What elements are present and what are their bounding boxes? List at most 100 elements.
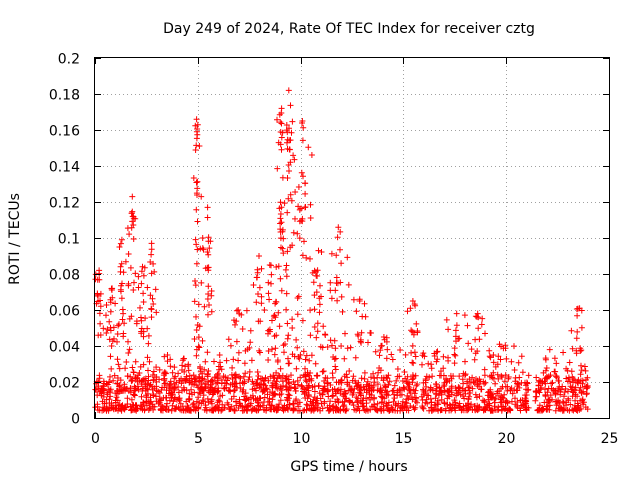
- data-point: [158, 387, 165, 393]
- data-point: [468, 346, 475, 353]
- data-point: [343, 406, 350, 413]
- data-point: [314, 373, 321, 379]
- data-point: [474, 310, 481, 317]
- data-point: [377, 386, 384, 393]
- data-point: [465, 395, 472, 402]
- data-point: [384, 346, 391, 353]
- y-axis-title: ROTI / TECUs: [7, 193, 23, 285]
- data-point: [118, 295, 125, 302]
- data-point: [205, 381, 212, 388]
- data-point: [434, 348, 441, 355]
- data-point: [227, 406, 234, 412]
- data-point: [556, 405, 563, 412]
- data-point: [290, 229, 297, 236]
- data-point: [342, 395, 349, 402]
- data-point: [371, 375, 378, 382]
- data-point: [144, 325, 151, 332]
- data-point: [290, 378, 297, 385]
- data-point: [401, 404, 408, 410]
- data-point: [438, 368, 444, 375]
- data-point: [423, 383, 430, 390]
- data-point: [196, 389, 203, 396]
- data-point: [303, 352, 310, 359]
- data-point: [433, 358, 440, 365]
- data-point: [410, 375, 417, 382]
- data-point: [513, 387, 520, 394]
- data-point: [232, 371, 239, 378]
- data-point: [296, 355, 303, 362]
- data-point: [308, 152, 315, 158]
- data-point: [329, 374, 336, 381]
- data-point: [237, 375, 244, 382]
- data-point: [198, 279, 205, 286]
- data-point: [107, 353, 114, 360]
- data-point: [258, 293, 265, 300]
- data-point: [123, 359, 130, 365]
- x-tick-label: 25: [601, 431, 619, 447]
- data-point: [302, 356, 309, 363]
- data-point: [181, 368, 188, 375]
- data-point: [122, 365, 129, 372]
- data-point: [387, 407, 394, 413]
- data-point: [307, 332, 314, 339]
- data-point: [145, 332, 152, 339]
- data-point: [97, 387, 104, 394]
- data-point: [250, 381, 257, 388]
- data-point: [413, 320, 420, 327]
- data-point: [297, 374, 304, 381]
- data-point: [277, 226, 284, 233]
- data-point: [263, 407, 269, 414]
- data-point: [533, 388, 540, 394]
- data-point: [552, 407, 559, 414]
- data-point: [577, 371, 584, 378]
- data-point: [525, 386, 532, 393]
- data-point: [280, 250, 287, 257]
- data-point: [114, 375, 121, 381]
- data-point: [388, 351, 395, 358]
- data-point: [218, 407, 225, 414]
- data-point: [204, 214, 211, 221]
- data-point: [317, 282, 323, 289]
- data-point: [146, 358, 153, 365]
- data-point: [167, 363, 174, 370]
- data-point: [428, 365, 435, 372]
- data-point: [443, 405, 449, 412]
- data-point: [281, 349, 287, 356]
- data-point: [278, 391, 285, 397]
- data-point: [166, 397, 173, 404]
- data-point: [481, 380, 488, 387]
- data-point: [379, 394, 386, 401]
- data-point: [335, 399, 342, 406]
- data-point: [573, 335, 580, 342]
- data-point: [443, 316, 450, 323]
- data-point: [92, 386, 99, 393]
- data-point: [242, 370, 249, 377]
- data-point: [116, 321, 122, 328]
- data-point: [294, 344, 301, 351]
- data-point: [337, 390, 344, 397]
- data-point: [292, 189, 299, 195]
- data-point: [284, 209, 291, 216]
- data-point: [332, 398, 339, 405]
- data-point: [199, 381, 205, 388]
- data-point: [313, 268, 319, 275]
- data-point: [472, 391, 479, 398]
- data-point: [193, 352, 200, 359]
- data-point: [148, 306, 155, 313]
- data-point: [161, 353, 168, 360]
- data-point: [498, 372, 505, 379]
- data-point: [332, 363, 339, 370]
- data-point: [420, 405, 427, 412]
- data-point: [193, 327, 200, 333]
- data-point: [556, 399, 563, 406]
- data-point: [354, 399, 361, 406]
- data-point: [453, 310, 460, 317]
- data-point: [109, 294, 116, 301]
- data-point: [444, 395, 451, 402]
- data-point: [517, 397, 524, 404]
- data-point: [546, 346, 553, 353]
- x-tick-label: 5: [194, 431, 203, 447]
- data-point: [302, 190, 309, 197]
- data-point: [451, 360, 458, 367]
- data-point: [109, 338, 116, 345]
